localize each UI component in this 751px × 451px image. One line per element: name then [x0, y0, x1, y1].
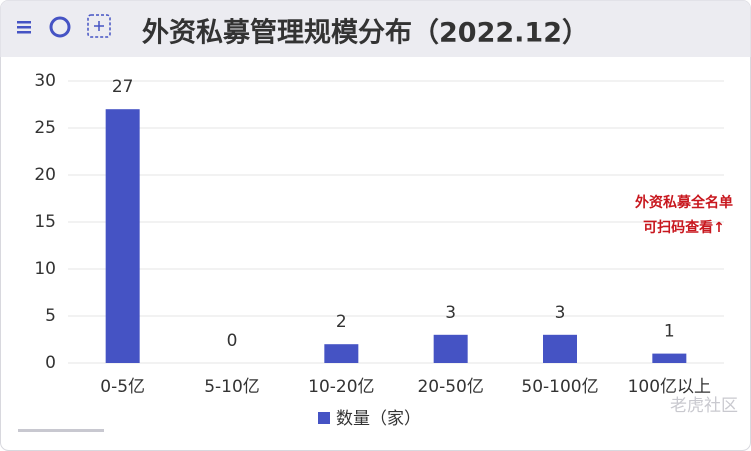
value-label: 3: [555, 303, 566, 323]
x-tick-label: 10-20亿: [308, 377, 374, 397]
value-label: 27: [112, 77, 134, 97]
bar: [543, 334, 577, 363]
scrollbar: [18, 429, 104, 432]
bar: [433, 334, 468, 363]
legend-label: 数量（家）: [336, 409, 421, 429]
chart-title: 外资私募管理规模分布（2022.12）: [142, 18, 589, 49]
value-label: 2: [336, 312, 347, 332]
x-tick-label: 5-10亿: [204, 377, 260, 397]
x-tick-label: 0-5亿: [100, 377, 145, 397]
y-tick-label: 5: [45, 306, 56, 326]
add-icon[interactable]: [87, 14, 111, 38]
x-tick-label: 100亿以上: [628, 377, 711, 397]
watermark: 老虎社区: [670, 396, 738, 416]
header-band: [0, 0, 751, 57]
value-label: 1: [664, 322, 675, 342]
legend-swatch: [318, 412, 330, 424]
annotation: 外资私募全名单: [635, 194, 733, 211]
circle-icon[interactable]: [49, 16, 71, 38]
menu-icon[interactable]: [17, 21, 31, 34]
x-tick-label: 50-100亿: [521, 377, 598, 397]
bar: [324, 344, 359, 363]
y-tick-label: 15: [34, 212, 56, 232]
y-tick-label: 0: [45, 353, 56, 373]
x-tick-label: 20-50亿: [417, 377, 483, 397]
value-label: 3: [445, 303, 456, 323]
annotation: 可扫码查看↑: [643, 219, 725, 236]
value-label: 0: [227, 331, 238, 351]
y-tick-label: 25: [34, 118, 56, 138]
bar: [652, 353, 687, 363]
y-tick-label: 10: [34, 259, 56, 279]
y-tick-label: 20: [34, 165, 56, 185]
bar: [105, 109, 140, 363]
y-tick-label: 30: [34, 71, 56, 91]
